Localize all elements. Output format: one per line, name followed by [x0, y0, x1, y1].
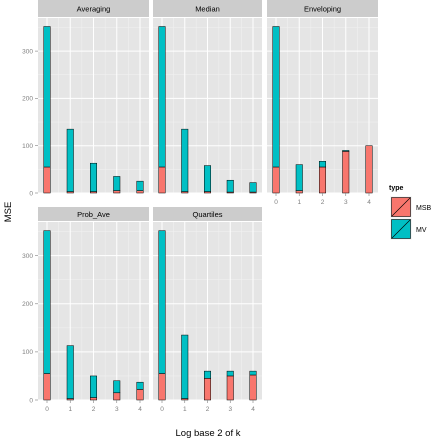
bar-segment-mv [158, 26, 166, 168]
bar-segment-mv [204, 370, 211, 379]
facet-strip [38, 0, 149, 17]
bar-segment-mv [319, 161, 326, 168]
bar-segment-msb [295, 190, 303, 194]
y-tick-label: 200 [22, 301, 33, 308]
bar-segment-mv [158, 230, 166, 374]
bar-segment-mv [43, 26, 51, 168]
bar-segment-mv [136, 381, 144, 390]
x-tick-label: 4 [138, 406, 142, 413]
bar-segment-mv [181, 334, 189, 399]
x-axis-title: Log base 2 of k [176, 428, 241, 439]
facet-strip-label: Enveloping [304, 5, 341, 14]
bar-segment-msb [204, 378, 211, 401]
bar-segment-mv [43, 230, 51, 374]
x-tick-label: 3 [344, 199, 348, 206]
bar-segment-mv [295, 164, 303, 191]
x-tick-label: 4 [251, 406, 255, 413]
x-tick-label: 1 [68, 406, 72, 413]
bar-segment-mv [66, 345, 74, 399]
x-tick-label: 1 [297, 199, 301, 206]
bar-segment-msb [365, 145, 373, 194]
bar-segment-msb [113, 392, 121, 401]
bar-segment-mv [66, 128, 74, 192]
x-tick-label: 2 [206, 406, 210, 413]
facet-strip [153, 0, 262, 17]
bar-segment-msb [136, 389, 144, 401]
x-tick-label: 3 [115, 406, 119, 413]
x-tick-label: 0 [160, 406, 164, 413]
y-tick-label: 0 [29, 190, 33, 197]
bar-segment-mv [181, 128, 189, 192]
y-tick-label: 0 [29, 397, 33, 404]
legend-label: MSB [416, 205, 432, 212]
legend-title: type [389, 185, 404, 192]
facet-strip [38, 207, 149, 221]
y-tick-label: 200 [22, 96, 33, 103]
facet-strip [267, 0, 378, 17]
bar-segment-mv [113, 176, 121, 191]
bar-segment-mv [136, 180, 144, 191]
x-tick-label: 2 [321, 199, 325, 206]
bar-segment-msb [158, 166, 166, 194]
y-axis-title: MSE [3, 202, 14, 223]
y-tick-label: 100 [22, 349, 33, 356]
bar-segment-mv [204, 165, 211, 192]
bar-segment-msb [136, 190, 144, 194]
bar-segment-msb [272, 166, 280, 194]
bar-segment-msb [342, 151, 350, 194]
bar-segment-msb [113, 190, 121, 194]
facet-strip-label: Median [195, 5, 220, 14]
bar-segment-mv [342, 150, 350, 152]
facet-strip-label: Averaging [77, 5, 111, 14]
bar-segment-mv [90, 162, 97, 192]
bar-segment-msb [43, 373, 51, 401]
legend-label: MV [416, 227, 427, 234]
facet-strip-label: Prob_Ave [77, 210, 110, 219]
y-tick-label: 300 [22, 48, 33, 55]
legend-swatch-slash [391, 219, 411, 239]
legend-swatch-slash [391, 197, 411, 217]
bar-segment-mv [249, 182, 257, 193]
facet-strip [153, 207, 262, 221]
bar-segment-mv [249, 370, 257, 376]
y-tick-label: 300 [22, 253, 33, 260]
bar-segment-mv [272, 26, 280, 168]
bar-segment-msb [158, 373, 166, 401]
bar-segment-mv [113, 380, 121, 394]
x-tick-label: 2 [92, 406, 96, 413]
x-tick-label: 3 [228, 406, 232, 413]
bar-segment-msb [249, 374, 257, 401]
bar-segment-msb [226, 375, 234, 401]
bar-segment-mv [90, 375, 97, 398]
bar-segment-mv [226, 179, 234, 193]
x-tick-label: 0 [45, 406, 49, 413]
x-tick-label: 0 [274, 199, 278, 206]
facet-strip-label: Quartiles [192, 210, 222, 219]
bar-segment-msb [43, 166, 51, 194]
bar-segment-msb [319, 166, 326, 194]
x-tick-label: 1 [183, 406, 187, 413]
x-tick-label: 4 [367, 199, 371, 206]
bar-segment-mv [226, 370, 234, 377]
y-tick-label: 100 [22, 143, 33, 150]
bar-segment-msb [90, 397, 97, 401]
